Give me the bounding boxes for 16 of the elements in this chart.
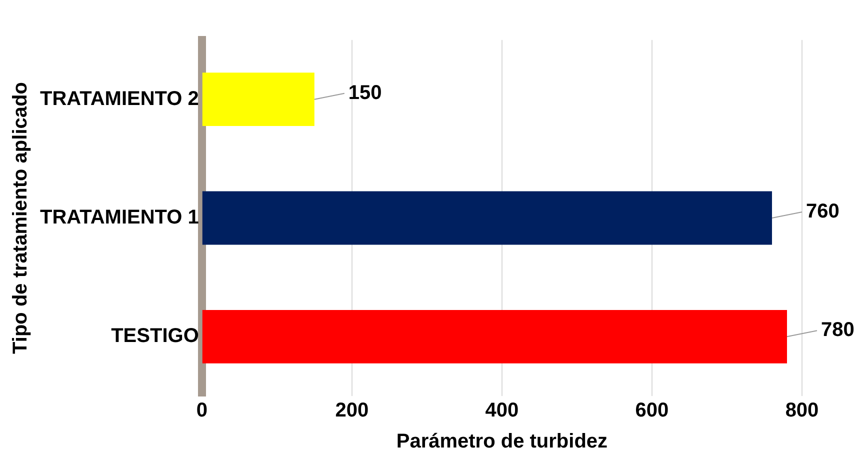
y-tick-label: TRATAMIENTO 1 xyxy=(40,206,199,229)
data-label: 150 xyxy=(348,82,382,104)
bar xyxy=(202,310,787,364)
x-tick-label: 800 xyxy=(785,400,819,422)
y-tick-label: TRATAMIENTO 2 xyxy=(40,88,199,110)
data-label: 780 xyxy=(820,319,854,342)
y-axis-title: Tipo de tratamiento aplicado xyxy=(10,82,32,354)
bar xyxy=(202,72,314,126)
data-label: 760 xyxy=(806,200,840,223)
x-tick-label: 0 xyxy=(196,400,208,422)
bar xyxy=(202,191,772,245)
x-tick-label: 400 xyxy=(485,400,519,422)
x-axis-title: Parámetro de turbidez xyxy=(396,430,608,453)
y-tick-label: TESTIGO xyxy=(111,325,199,348)
x-tick-label: 200 xyxy=(335,400,369,422)
x-tick-label: 600 xyxy=(635,400,669,422)
